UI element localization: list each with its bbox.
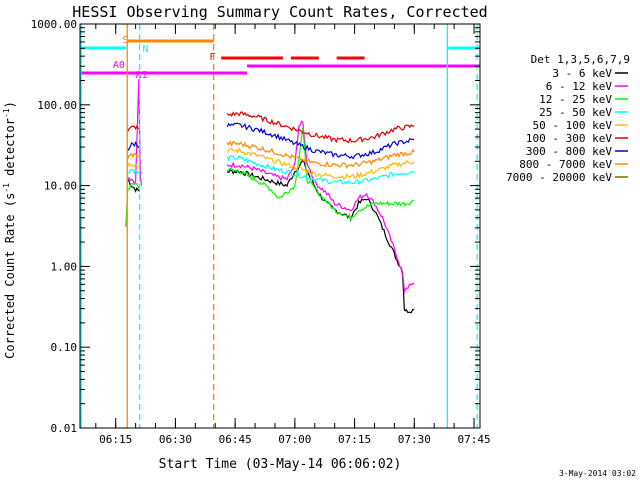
legend-label-2: 6 - 12 keV [546, 80, 613, 93]
series-line-7-part-2 [226, 122, 415, 160]
series-line-2-part-1 [127, 79, 143, 186]
footer-date: 3-May-2014 03:02 [559, 469, 636, 478]
x-tick-label: 06:15 [99, 433, 132, 446]
series-line-5-part-1 [127, 162, 140, 168]
y-tick-label: 1000.00 [31, 18, 77, 31]
series-line-4-part-1 [127, 168, 141, 175]
series-line-8-part-1 [127, 152, 140, 160]
series-line-8-part-2 [226, 140, 415, 169]
series-line-5-part-2 [226, 147, 415, 180]
flag-label-a0: A0 [113, 60, 125, 71]
legend-label-5: 50 - 100 keV [533, 119, 613, 132]
legend-title: Det 1,3,5,6,7,9 [531, 53, 630, 66]
series-layer [125, 79, 415, 314]
axes-layer: 0.01 0.10 1.00 10.00 100.00 1000.00 06:15 06:30… [31, 18, 491, 446]
x-tick-label: 07:00 [278, 433, 311, 446]
x-tick-label: 06:45 [219, 433, 252, 446]
svg-text:Corrected Count Rate (s-1 dete: Corrected Count Rate (s-1 detector-1) [2, 101, 17, 359]
plot-frame [79, 23, 481, 429]
legend-label-1: 3 - 6 keV [552, 67, 612, 80]
y-tick-label: 0.10 [51, 341, 78, 354]
series-line-2-part-2 [226, 120, 415, 295]
flags-layer: S N F A0 A1 [80, 35, 480, 81]
legend-label-9: 7000 - 20000 keV [506, 171, 612, 184]
x-tick-label: 06:30 [159, 433, 192, 446]
series-line-4-part-2 [226, 154, 415, 186]
y-tick-label: 10.00 [44, 180, 77, 193]
y-axis-label: Corrected Count Rate (s-1 detector-1) [2, 101, 17, 359]
vlines-layer [80, 24, 478, 428]
series-line-3-part-2 [226, 128, 415, 222]
legend-label-4: 25 - 50 keV [539, 106, 612, 119]
x-tick-label: 07:15 [338, 433, 371, 446]
series-line-6-part-2 [226, 111, 415, 144]
x-axis-label: Start Time (03-May-14 06:06:02) [159, 457, 402, 472]
flag-label-s: S [122, 35, 128, 46]
y-tick-label: 0.01 [51, 422, 78, 435]
legend-label-8: 800 - 7000 keV [519, 158, 612, 171]
series-line-1-part-1 [127, 178, 140, 193]
legend-label-7: 300 - 800 keV [526, 145, 612, 158]
flag-label-n: N [143, 44, 149, 55]
series-line-6-part-1 [127, 124, 140, 132]
flag-label-a1: A1 [136, 70, 148, 81]
x-tick-label: 07:30 [398, 433, 431, 446]
legend-label-3: 12 - 25 keV [539, 93, 612, 106]
chart-title: HESSI Observing Summary Count Rates, Cor… [72, 3, 487, 21]
y-tick-label: 100.00 [37, 99, 77, 112]
legend-label-6: 100 - 300 keV [526, 132, 612, 145]
series-line-1-part-2 [226, 159, 415, 314]
y-tick-label: 1.00 [51, 260, 78, 273]
x-tick-label: 07:45 [457, 433, 490, 446]
flag-label-f: F [209, 52, 215, 63]
series-line-7-part-1 [127, 141, 141, 152]
